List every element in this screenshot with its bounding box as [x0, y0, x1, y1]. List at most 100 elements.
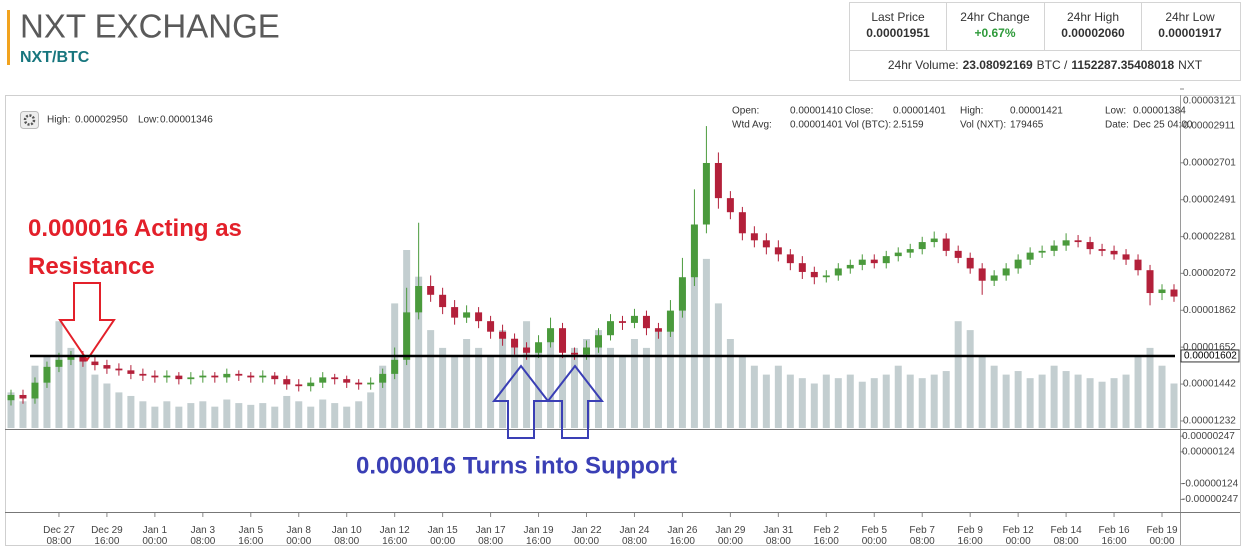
level-label-box	[1180, 349, 1240, 363]
exchange-title: NXT EXCHANGE	[20, 8, 280, 45]
volume-bar	[990, 365, 998, 428]
candle-body	[259, 375, 267, 378]
volume-bar	[271, 406, 279, 428]
candle-layer	[7, 126, 1178, 406]
volume-bar	[259, 403, 267, 428]
volume-bar	[547, 330, 555, 428]
candle-body	[618, 321, 626, 323]
text-line: Jan 22	[571, 525, 601, 536]
candle-body	[427, 286, 435, 295]
volume-bar	[1014, 371, 1022, 428]
ohlc-box: Open: 0.00001410 Close: 0.00001401 High: 0.00…	[732, 106, 1193, 131]
candle-body	[307, 382, 315, 387]
y-tick-label: 0.00001442	[1183, 379, 1236, 390]
text-line: Feb 16	[1098, 525, 1130, 536]
candle-body	[1062, 240, 1070, 246]
settings-button[interactable]	[20, 111, 39, 129]
volume-bar	[1086, 378, 1094, 428]
resistance-arrow	[58, 282, 116, 362]
volume-bar	[487, 356, 495, 428]
volume-bar	[475, 347, 483, 428]
candle-body	[31, 382, 39, 399]
volume-bar	[319, 399, 327, 428]
y-tick-label: 0.00002491	[1183, 194, 1236, 205]
volume-bar	[223, 399, 231, 428]
x-tick-label: Jan 19 16:00	[524, 525, 554, 547]
volume-bar	[127, 395, 135, 428]
volume-bar	[798, 378, 806, 428]
text-line: Resistance	[28, 253, 155, 280]
stat-value: +0.67%	[974, 26, 1015, 40]
candle-body	[966, 257, 974, 269]
candle-body	[127, 370, 135, 374]
text-line: Feb 5	[861, 525, 887, 536]
text-line: Jan 31	[763, 525, 793, 536]
text-line: Feb 12	[1003, 525, 1035, 536]
volume-bar	[511, 339, 519, 428]
volume-bar	[834, 378, 842, 428]
ohlc-label: High:	[960, 106, 983, 117]
text-line: 16:00	[382, 536, 407, 547]
y-tick-label: 0.00003121	[1183, 96, 1236, 107]
stat-label: 24hr High	[1067, 10, 1119, 24]
ohlc-label: Vol (BTC):	[845, 120, 891, 131]
stat-value: 0.00001951	[866, 26, 930, 40]
candle-body	[990, 275, 998, 281]
ohlc-value: 0.00001384	[1133, 106, 1186, 117]
candle-body	[175, 375, 183, 380]
volume-bar	[331, 403, 339, 428]
text-line: Jan 19	[524, 525, 554, 536]
candle-body	[547, 328, 555, 343]
y2-tick-label: -0.00000124	[1182, 478, 1239, 489]
candle-body	[954, 250, 962, 258]
candle-body	[223, 373, 231, 378]
x-tick-label: Feb 5 00:00	[861, 525, 887, 547]
text-line: 08:00	[190, 536, 215, 547]
volume-bar	[19, 401, 27, 428]
text-line: Jan 12	[380, 525, 410, 536]
volume-bar	[1146, 347, 1154, 428]
x-tick-label: Jan 22 00:00	[571, 525, 601, 547]
candle-body	[642, 315, 650, 329]
candle-body	[211, 375, 219, 378]
text-line: Dec 27	[43, 525, 75, 536]
candle-body	[594, 335, 602, 348]
volume-bar	[1134, 356, 1142, 428]
candle-body	[439, 294, 447, 308]
accent-bar	[7, 10, 10, 65]
candle-body	[1074, 240, 1082, 243]
volume-bar	[846, 374, 854, 428]
candle-body	[690, 224, 698, 278]
volume-bar	[618, 356, 626, 428]
candle-body	[247, 375, 255, 378]
text-line: 00:00	[1006, 536, 1031, 547]
candle-body	[523, 347, 531, 353]
x-tick-label: Jan 10 08:00	[332, 525, 362, 547]
text-line: Jan 24	[619, 525, 649, 536]
annotation: 0.000016 Acting as Resistance	[28, 215, 242, 280]
volume-bar	[870, 378, 878, 428]
candle-body	[1002, 268, 1010, 276]
stat-label: 24hr Change	[960, 10, 1030, 24]
candle-body	[559, 328, 567, 353]
volume-bar	[451, 356, 459, 428]
volume-bar	[139, 401, 147, 428]
candle-body	[1170, 289, 1178, 297]
candle-body	[379, 373, 387, 383]
candle-body	[1110, 250, 1118, 255]
candle-body	[894, 252, 902, 257]
text-line: 16:00	[1102, 536, 1127, 547]
volume-bar	[115, 392, 123, 428]
volume-bar	[642, 347, 650, 428]
volume-bar	[175, 406, 183, 428]
volume-bar	[726, 339, 734, 428]
x-tick-label: Dec 27 08:00	[43, 525, 75, 547]
candle-body	[367, 382, 375, 385]
volume-line: 24hr Volume: 23.08092169 BTC /1152287.3540…	[888, 58, 1203, 72]
text-line: 16:00	[958, 536, 983, 547]
range-label: High:	[47, 115, 70, 126]
volume-bar	[163, 401, 171, 428]
x-tick-label: Jan 31 08:00	[763, 525, 793, 547]
candle-body	[606, 321, 614, 336]
candle-body	[1026, 252, 1034, 260]
